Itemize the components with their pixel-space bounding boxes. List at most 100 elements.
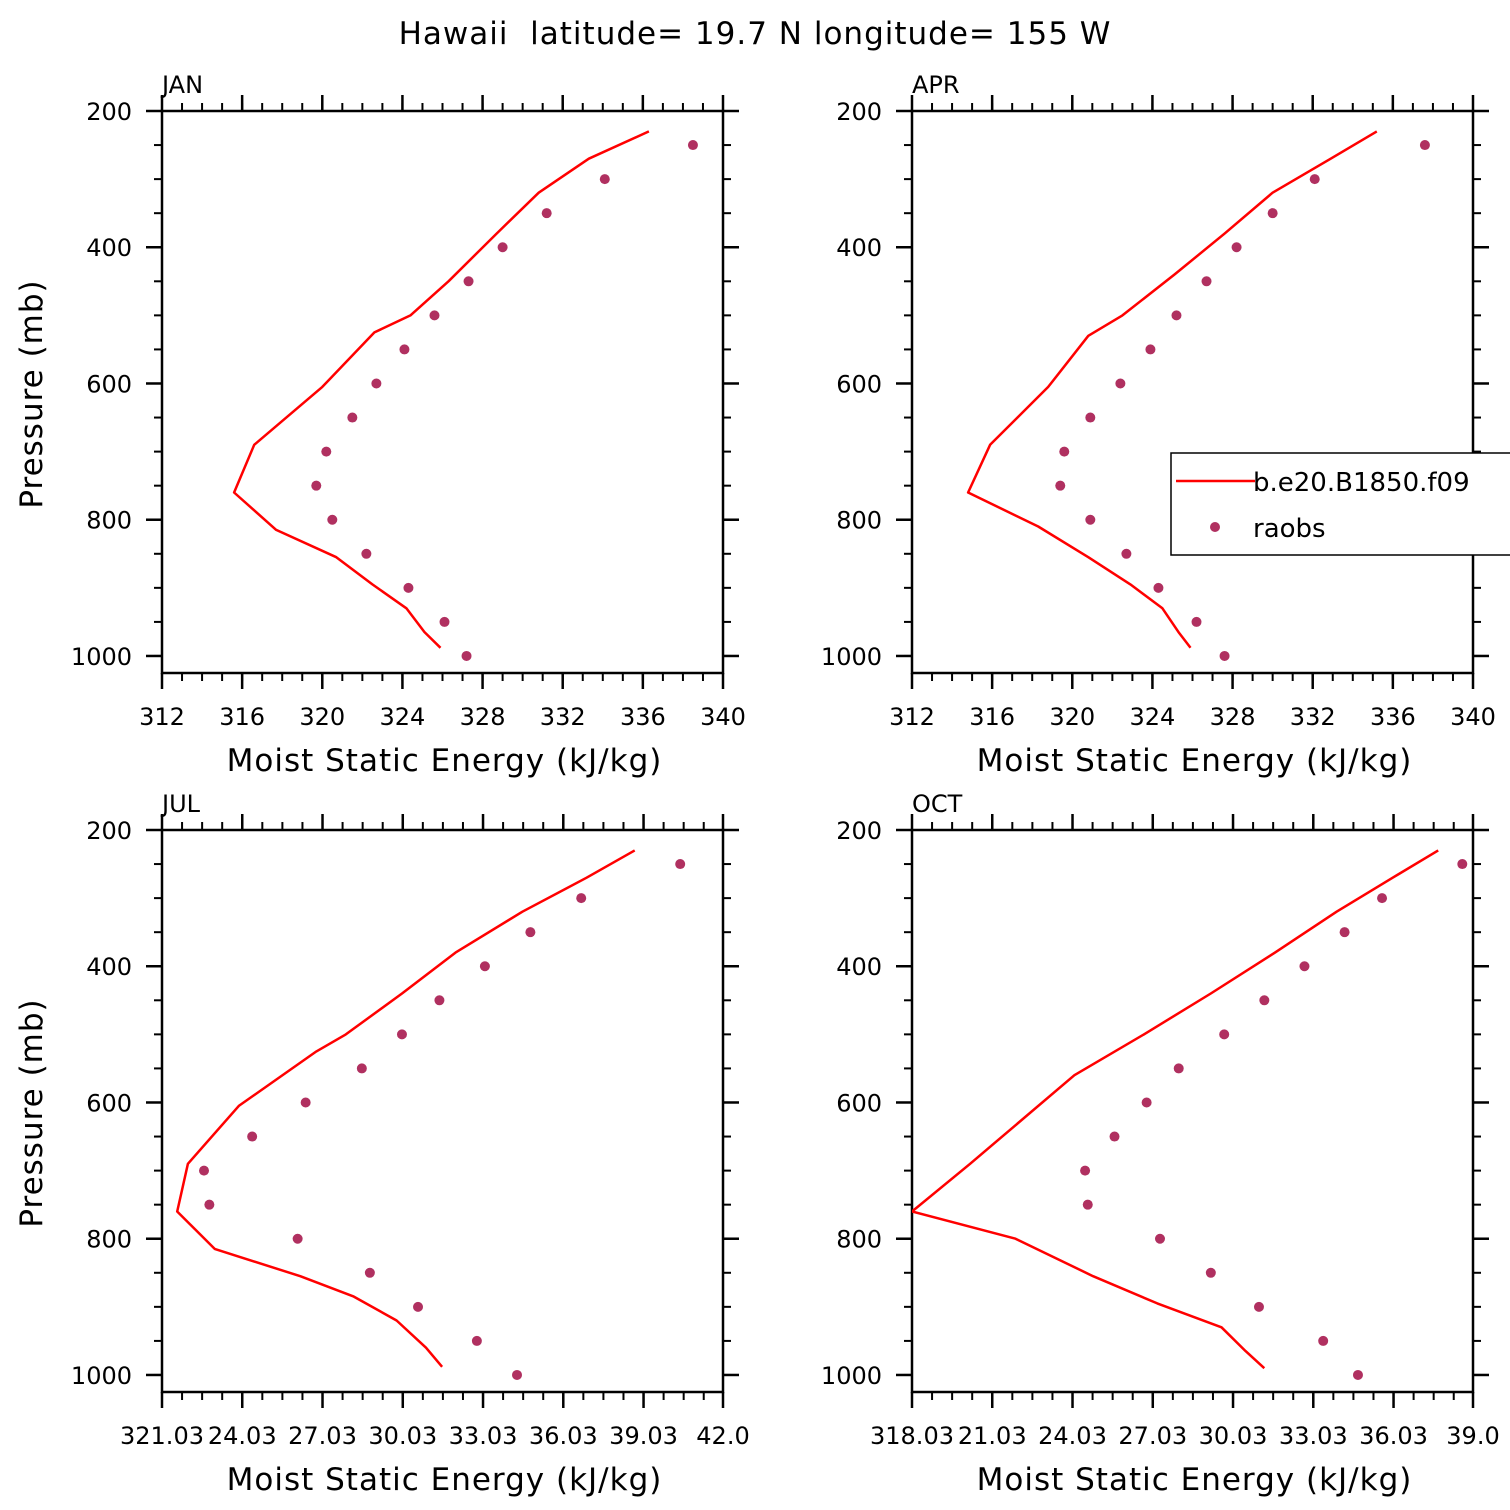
y-tick-label: 1000 [71,1362,132,1390]
x-tick-label: 332 [540,703,586,731]
x-tick-label: 33.03 [1279,1422,1348,1450]
raobs-point [1339,927,1350,938]
raobs-point [1153,582,1164,593]
raobs-point [471,1335,482,1346]
model-line-oct [912,849,1439,1370]
raobs-point [1055,480,1066,491]
x-tick-label: 320 [299,703,345,731]
y-tick-label: 200 [836,98,882,126]
raobs-point [1318,1335,1329,1346]
y-tick-label: 800 [86,507,132,535]
y-axis-label: Pressure (mb) [14,279,50,508]
y-tick-label: 400 [86,953,132,981]
data-layer [966,130,1430,661]
legend-model-label: b.e20.B1850.f09 [1253,468,1470,498]
y-tick-label: 600 [86,370,132,398]
raobs-point [1205,1267,1216,1278]
x-tick-label: 312 [139,703,185,731]
x-tick-label: 33.03 [449,1422,518,1450]
x-axis-label: Moist Static Energy (kJ/kg) [977,743,1413,779]
panel-title: OCT [912,790,963,818]
raobs-point [512,1369,523,1380]
panels: 312 316 320 324 328 332 336 340 200 400 600 800 1000… [14,71,1510,1498]
raobs-point [321,446,332,457]
raobs-point [1154,1233,1165,1244]
panel-jul: 321.03 24.03 27.03 30.03 33.03 36.03 39.03 42.0… [14,790,750,1498]
raobs-point [1141,1097,1152,1108]
raobs-point [1109,1131,1120,1142]
y-tick-label: 200 [86,817,132,845]
y-tick-label: 1000 [821,1362,882,1390]
x-tick-label: 318.03 [870,1422,954,1450]
raobs-point [403,582,414,593]
x-tick-label: 21.03 [958,1422,1027,1450]
raobs-point [356,1063,367,1074]
model-line-jul [175,849,636,1368]
raobs-point [576,893,587,904]
raobs-point [1352,1369,1363,1380]
raobs-point [199,1165,210,1176]
x-tick-label: 320 [1049,703,1095,731]
raobs-point [396,1029,407,1040]
raobs-point [461,650,472,661]
raobs-point [1219,650,1230,661]
x-tick-label: 36.03 [1359,1422,1428,1450]
y-tick-label: 1000 [821,643,882,671]
x-tick-label: 39.0 [1446,1422,1499,1450]
raobs-point [675,859,686,870]
y-tick-label: 400 [836,953,882,981]
raobs-point [1377,893,1388,904]
raobs-point [347,412,358,423]
y-tick-label: 800 [836,507,882,535]
y-tick-label: 200 [836,817,882,845]
y-tick-label: 400 [836,234,882,262]
plot-frame [910,828,1475,1394]
raobs-point [361,548,372,559]
x-tick-label: 24.03 [208,1422,277,1450]
y-tick-label: 600 [836,1089,882,1117]
x-axis-label: Moist Static Energy (kJ/kg) [227,743,663,779]
x-tick-label: 321.03 [120,1422,204,1450]
raobs-point [497,242,508,253]
raobs-point [327,514,338,525]
raobs-point [1201,276,1212,287]
legend: b.e20.B1850.f09 raobs [1170,452,1510,556]
raobs-point [1145,344,1156,355]
raobs-point [1059,446,1070,457]
raobs-point [247,1131,258,1142]
raobs-point [399,344,410,355]
x-tick-label: 328 [460,703,506,731]
raobs-point [1267,208,1278,219]
x-tick-label: 328 [1210,703,1256,731]
x-tick-label: 336 [620,703,666,731]
raobs-point [1085,514,1096,525]
x-tick-label: 332 [1290,703,1336,731]
figure-title: Hawaii latitude= 19.7 N longitude= 155 W [399,16,1112,52]
legend-point-swatch [1210,522,1220,532]
raobs-point [429,310,440,321]
panel-title: APR [912,71,960,99]
panel-title: JAN [160,71,203,99]
x-tick-label: 336 [1370,703,1416,731]
raobs-point [1085,412,1096,423]
x-tick-label: 312 [889,703,935,731]
y-tick-label: 600 [86,1089,132,1117]
x-axis-label: Moist Static Energy (kJ/kg) [227,1462,663,1498]
raobs-point [1253,1301,1264,1312]
x-tick-label: 340 [1450,703,1496,731]
raobs-point [364,1267,375,1278]
raobs-point [1231,242,1242,253]
plot-frame [910,109,1475,675]
x-tick-label: 36.03 [529,1422,598,1450]
raobs-point [541,208,552,219]
model-line-apr [966,130,1378,649]
legend-obs-label: raobs [1253,514,1326,544]
raobs-point [687,140,698,151]
y-tick-label: 200 [86,98,132,126]
raobs-point [525,927,536,938]
x-axis-label: Moist Static Energy (kJ/kg) [977,1462,1413,1498]
raobs-point [1219,1029,1230,1040]
x-tick-label: 39.03 [609,1422,678,1450]
raobs-point [439,616,450,627]
